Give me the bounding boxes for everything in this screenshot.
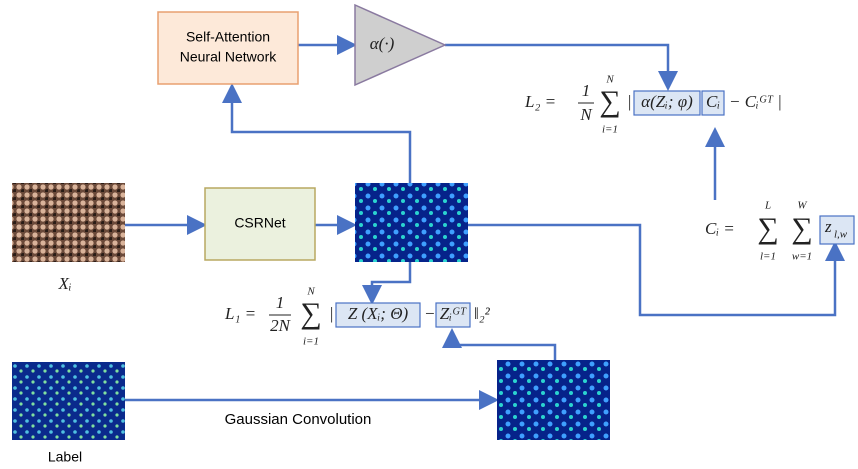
formula-text: 1 xyxy=(276,293,285,312)
node-label: Neural Network xyxy=(180,49,277,65)
label-map xyxy=(12,362,125,440)
input-label: Xᵢ xyxy=(57,274,71,293)
formula-text: α(Zᵢ; φ) xyxy=(641,92,693,111)
arrow xyxy=(445,45,668,86)
formula-text: i=1 xyxy=(602,124,618,136)
formula-text: ∑ xyxy=(757,212,778,245)
formula-text: − xyxy=(424,304,435,323)
formula-text: | xyxy=(329,304,334,323)
formula-text: Cᵢ xyxy=(706,92,720,111)
diagram: Self-Attention Neural Network α(·) Xᵢ CS… xyxy=(0,0,858,469)
formula-text: ∑ xyxy=(599,85,620,118)
ci-formula: Cᵢ = ∑ L l=1 ∑ W w=1 z l,w xyxy=(705,200,854,263)
arrow xyxy=(232,88,410,183)
l1-formula: L₁ = 1 2N ∑ N i=1 | Z (Xᵢ; Θ) − Zᵢᴳᵀ ‖₂² xyxy=(224,286,491,348)
formula-text: l=1 xyxy=(760,251,776,263)
formula-text: ∑ xyxy=(300,297,321,330)
l2-formula: L₂ = 1 N ∑ N i=1 | α(Zᵢ; φ) Cᵢ − Cᵢᴳᵀ | xyxy=(524,74,782,136)
formula-text: ‖₂² xyxy=(474,304,491,323)
formula-text: l,w xyxy=(834,229,848,241)
gt-density-map xyxy=(497,360,610,440)
formula-text: − Cᵢᴳᵀ | xyxy=(729,92,782,111)
alpha-triangle xyxy=(355,5,445,85)
density-map xyxy=(355,183,468,262)
formula-text: Cᵢ = xyxy=(705,219,735,238)
node-label: Self-Attention xyxy=(186,29,270,45)
formula-text: N xyxy=(579,105,593,124)
node-label: CSRNet xyxy=(234,215,285,231)
formula-text: ∑ xyxy=(791,212,812,245)
formula-text: | xyxy=(627,92,632,111)
formula-text: W xyxy=(797,200,807,212)
gaussian-label: Gaussian Convolution xyxy=(225,411,372,428)
arrow xyxy=(452,333,555,360)
formula-text: N xyxy=(306,286,315,298)
crowd-image xyxy=(12,183,125,262)
formula-text: 1 xyxy=(582,81,591,100)
formula-text: z xyxy=(824,217,832,236)
formula-text: L xyxy=(764,200,771,212)
formula-text: i=1 xyxy=(303,336,319,348)
arrow xyxy=(468,225,835,315)
formula-text: L₁ = xyxy=(224,304,256,323)
formula-text: Zᵢᴳᵀ xyxy=(440,304,467,323)
formula-text: N xyxy=(605,74,614,86)
formula-text: w=1 xyxy=(792,251,812,263)
formula-text: Z (Xᵢ; Θ) xyxy=(348,304,409,323)
label-text: Label xyxy=(48,449,82,465)
formula-text: L₂ = xyxy=(524,92,556,111)
alpha-label: α(·) xyxy=(370,34,395,53)
arrow xyxy=(372,262,410,300)
formula-text: 2N xyxy=(270,316,292,335)
